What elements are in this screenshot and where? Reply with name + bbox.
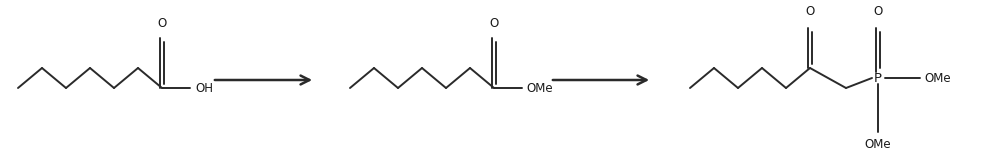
Text: OMe: OMe [526,81,553,95]
Text: OMe: OMe [924,72,951,84]
Text: OMe: OMe [865,138,891,151]
Text: O: O [805,5,815,18]
Text: O: O [489,17,499,30]
Text: P: P [874,72,882,84]
Text: O: O [157,17,167,30]
Text: O: O [873,5,883,18]
Text: OH: OH [195,81,213,95]
